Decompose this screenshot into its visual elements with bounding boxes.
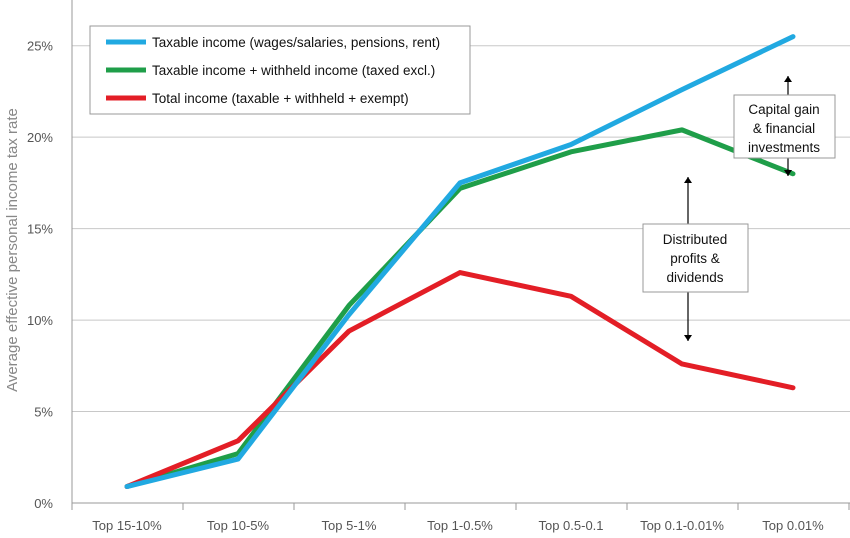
x-tick-label: Top 15-10%: [92, 518, 162, 533]
annotation-arrowhead: [684, 335, 692, 341]
x-tick-label: Top 1-0.5%: [427, 518, 493, 533]
y-tick-label: 15%: [27, 222, 53, 237]
legend-entry-2: Total income (taxable + withheld + exemp…: [152, 91, 409, 106]
annotation-line: Capital gain: [748, 102, 819, 117]
y-tick-label: 20%: [27, 130, 53, 145]
x-tick-label: Top 0.01%: [762, 518, 824, 533]
legend: Taxable income (wages/salaries, pensions…: [89, 25, 471, 115]
series-line-2: [124, 270, 796, 490]
y-tick-label: 25%: [27, 39, 53, 54]
annotation-arrowhead: [784, 76, 792, 82]
annotation-box: [642, 223, 749, 293]
series-line-1: [124, 127, 796, 490]
annotation-line: & financial: [753, 121, 815, 136]
annotation-box: [733, 94, 836, 159]
x-axis-ticks: Top 15-10% Top 10-5% Top 5-1% Top 1-0.5% Top…: [71, 503, 850, 533]
annotation-line: dividends: [666, 270, 723, 285]
x-tick-label: Top 0.1-0.01%: [640, 518, 724, 533]
legend-entry-1: Taxable income + withheld income (taxed …: [152, 63, 435, 78]
x-tick-label: Top 10-5%: [207, 518, 270, 533]
y-tick-label: 0%: [34, 496, 53, 511]
annotation-arrowhead: [784, 170, 792, 176]
legend-box: [89, 25, 471, 115]
annotation-arrowhead: [684, 177, 692, 183]
x-tick-label: Top 0.5-0.1: [538, 518, 603, 533]
y-tick-label: 5%: [34, 405, 53, 420]
y-tick-label: 10%: [27, 313, 53, 328]
legend-entry-0: Taxable income (wages/salaries, pensions…: [152, 35, 440, 50]
annotation-line: investments: [748, 140, 820, 155]
series-line-0: [124, 34, 796, 490]
x-tick-label: Top 5-1%: [322, 518, 377, 533]
annotation-capital-gains: Capital gain & financial investments: [733, 76, 836, 176]
annotation-line: Distributed: [663, 232, 728, 247]
y-axis-ticks: 0% 5% 10% 15% 20% 25%: [27, 39, 53, 511]
series-lines: [124, 34, 796, 490]
y-axis-title: Average effective personal income tax ra…: [4, 108, 21, 392]
annotation-line: profits &: [670, 251, 720, 266]
annotation-distributed-profits: Distributed profits & dividends: [642, 177, 749, 341]
